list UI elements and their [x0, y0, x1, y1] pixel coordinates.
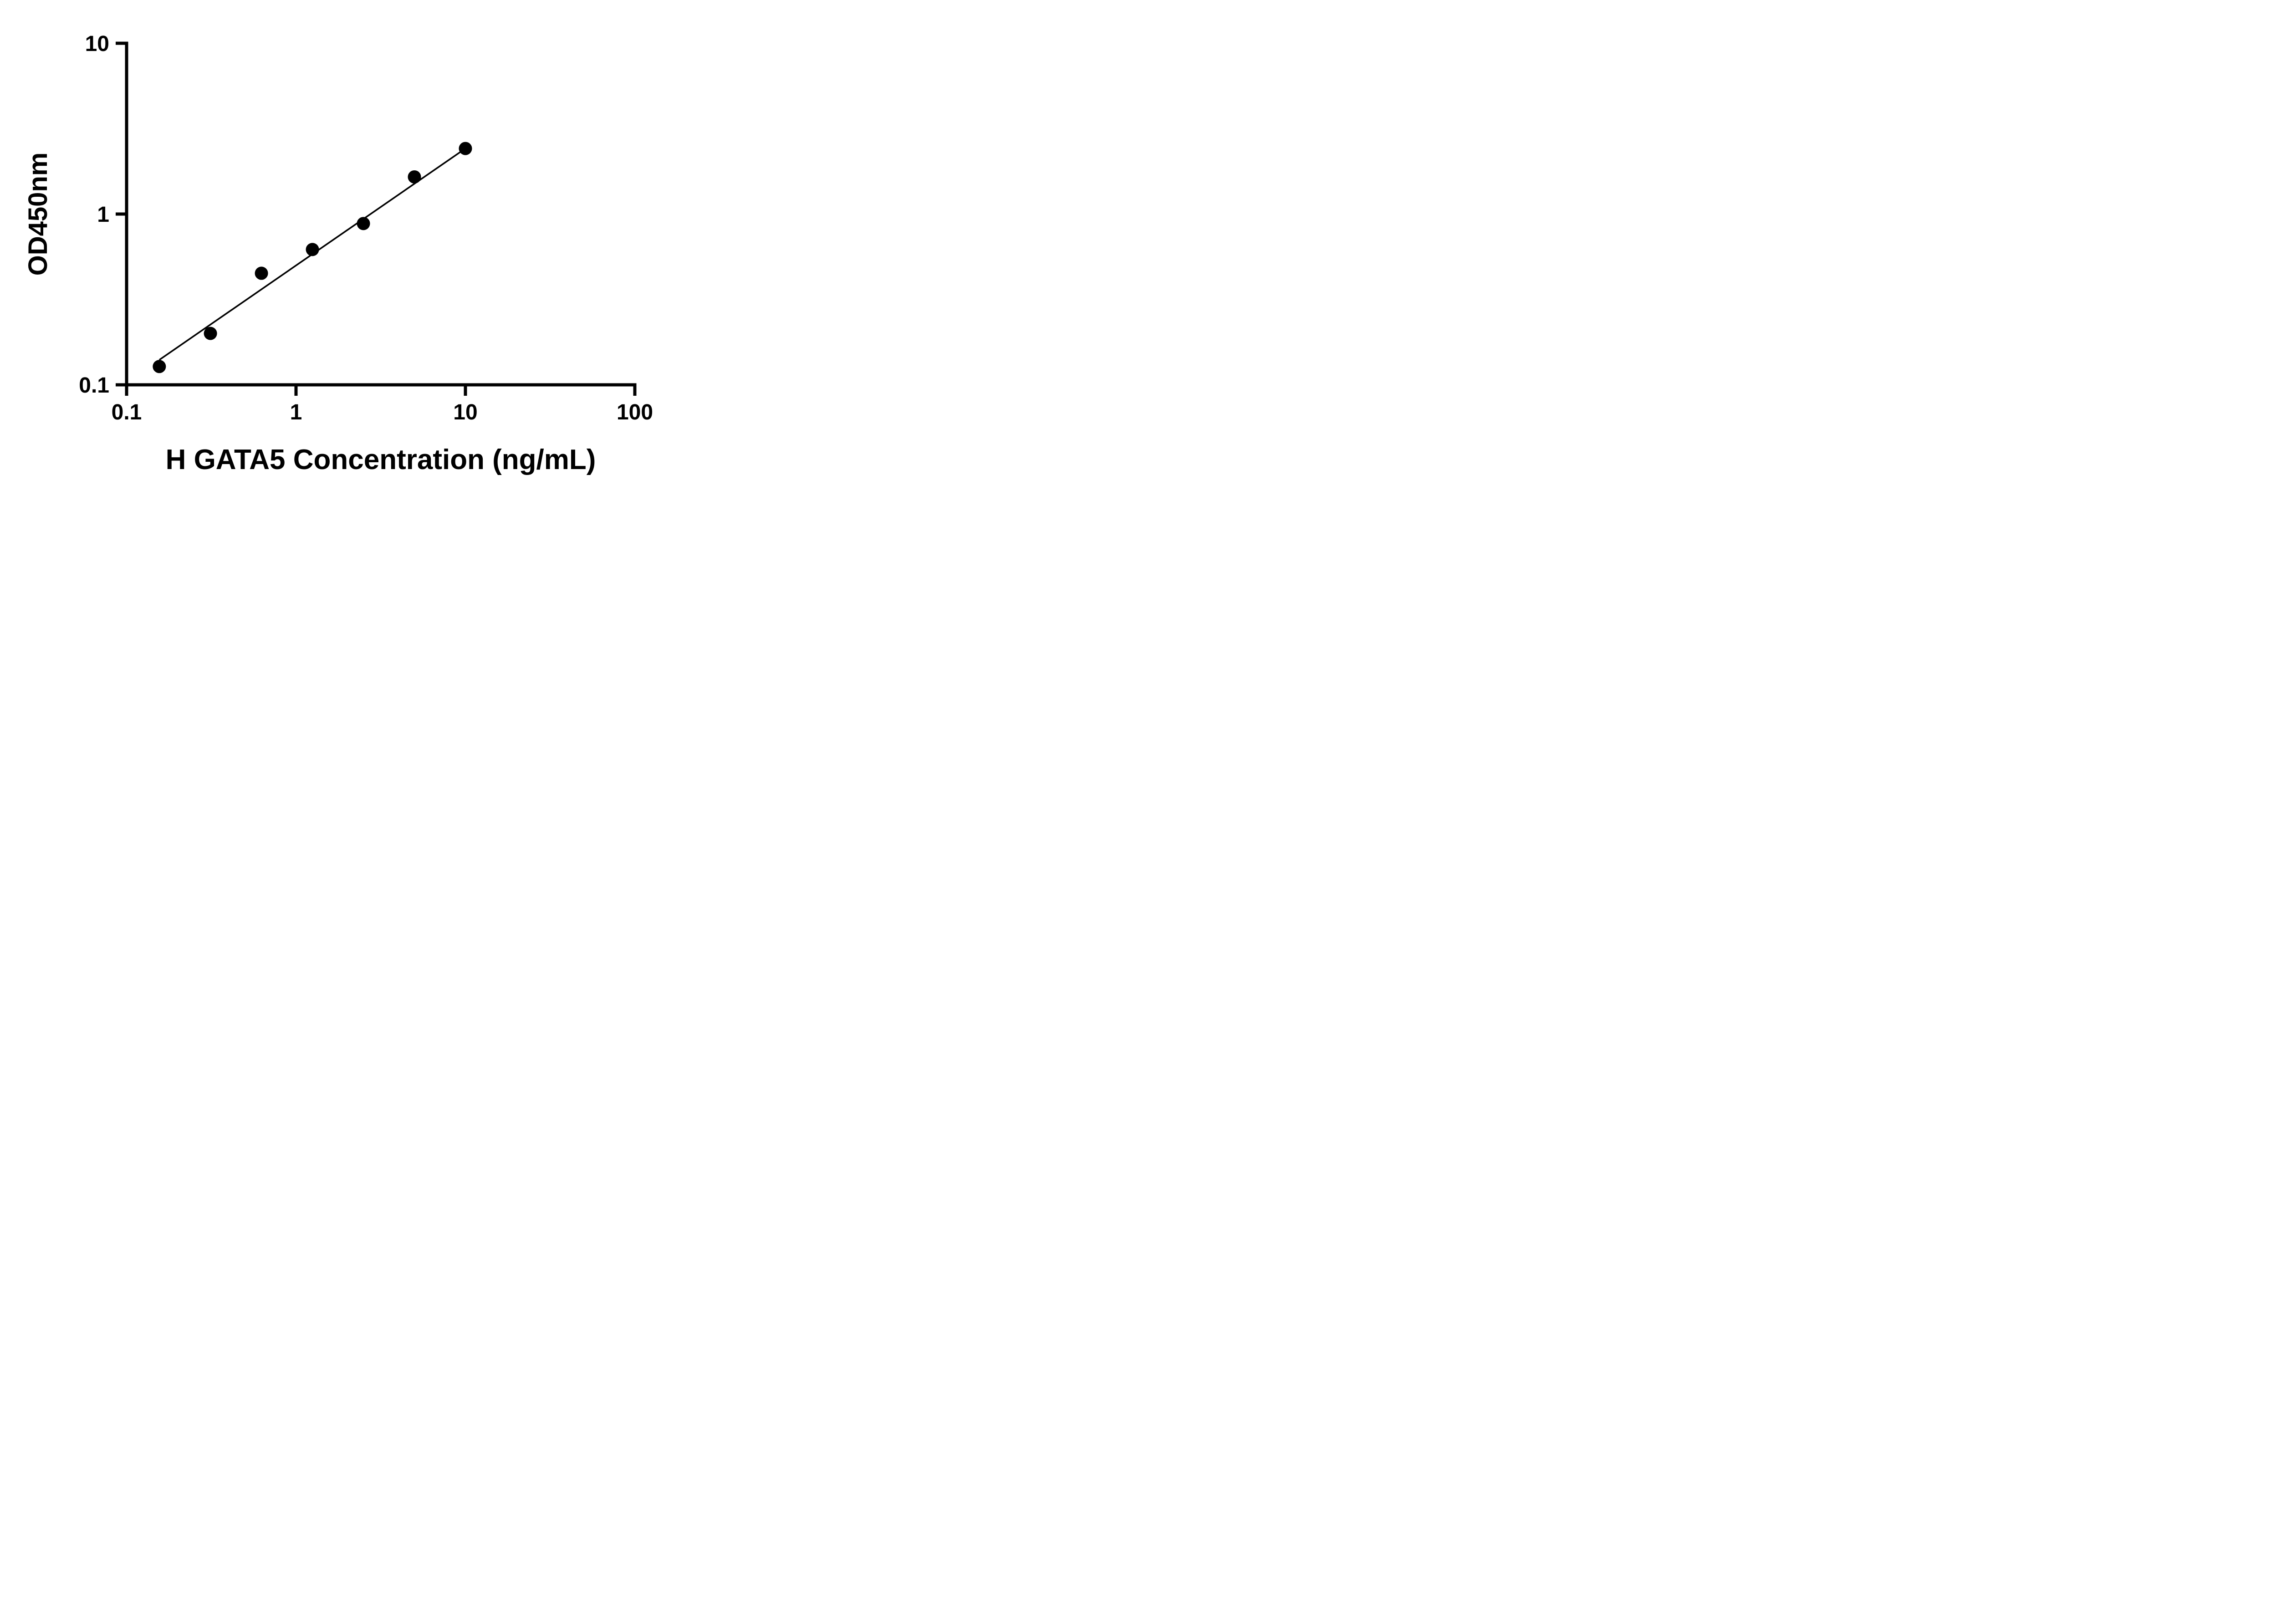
x-axis-title: H GATA5 Concentration (ng/mL) — [166, 444, 596, 475]
data-point — [255, 266, 268, 280]
data-point — [408, 170, 421, 184]
x-tick-label: 100 — [617, 400, 653, 424]
elisa-standard-curve-chart: 0.1 1 10 100 0.1 1 10 OD450nm H GATA5 Concentr… — [23, 32, 653, 475]
y-tick-label: 0.1 — [79, 373, 109, 398]
y-axis-title: OD450nm — [23, 153, 53, 276]
chart-figure: 0.1 1 10 100 0.1 1 10 OD450nm H GATA5 Concentr… — [0, 0, 714, 505]
tick-marks — [116, 41, 637, 396]
data-point — [306, 243, 319, 256]
axes — [125, 41, 637, 387]
data-series — [153, 142, 472, 373]
data-point — [357, 217, 370, 230]
data-point — [459, 142, 472, 155]
tick-labels: 0.1 1 10 100 0.1 1 10 — [79, 32, 653, 424]
x-tick-label: 10 — [453, 400, 477, 424]
data-point — [153, 360, 166, 373]
chart-page: 0.1 1 10 100 0.1 1 10 OD450nm H GATA5 Concentr… — [0, 0, 714, 505]
y-tick-label: 1 — [97, 203, 109, 227]
data-point — [204, 327, 217, 340]
axis-lines — [125, 41, 637, 387]
y-tick-label: 10 — [85, 32, 109, 56]
x-tick-label: 1 — [290, 400, 302, 424]
x-tick-label: 0.1 — [112, 400, 142, 424]
